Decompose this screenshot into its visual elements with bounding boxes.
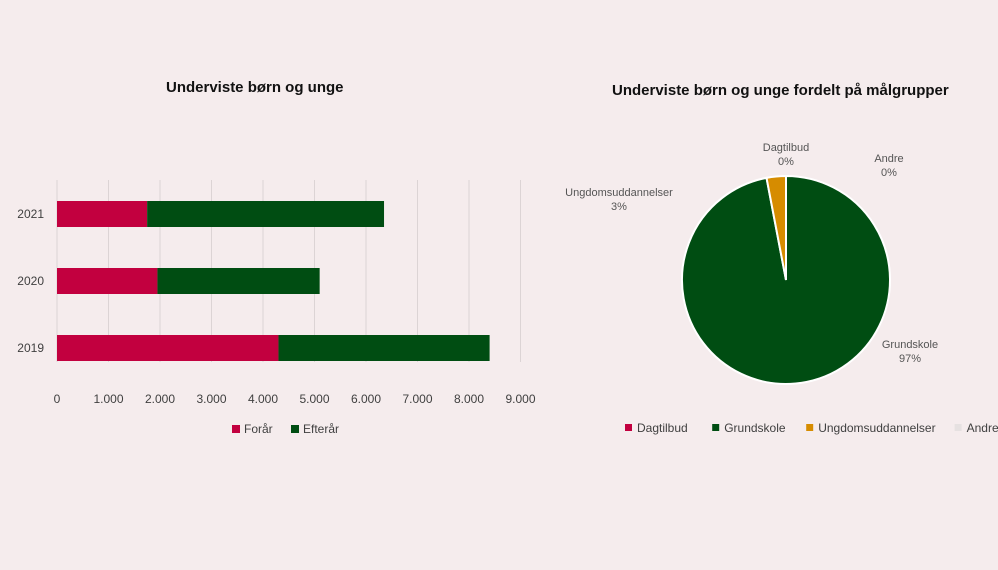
legend-swatch: [712, 424, 720, 431]
x-tick-label: 6.000: [351, 392, 381, 406]
legend-label: Ungdomsuddannelser: [818, 421, 935, 435]
x-tick-label: 0: [54, 392, 61, 406]
y-tick-label: 2021: [17, 207, 44, 221]
bar-segment-forår: [57, 335, 279, 361]
bar-segment-forår: [57, 201, 148, 227]
bar-segment-forår: [57, 268, 158, 294]
pie-label-value: 0%: [778, 156, 794, 168]
x-tick-label: 2.000: [145, 392, 175, 406]
x-tick-label: 4.000: [248, 392, 278, 406]
pie-label-name: Grundskole: [882, 339, 938, 351]
x-tick-label: 1.000: [93, 392, 123, 406]
legend-label: Grundskole: [724, 421, 786, 435]
pie-chart-title: Underviste børn og unge fordelt på målgr…: [612, 82, 949, 99]
legend-label: Forår: [244, 422, 273, 436]
legend-label: Efterår: [303, 422, 339, 436]
legend-swatch: [625, 424, 632, 431]
legend-swatch: [232, 425, 240, 433]
pie-label-name: Andre: [874, 153, 903, 165]
bar-segment-efterår: [147, 201, 385, 227]
pie-label-name: Ungdomsuddannelser: [565, 187, 673, 199]
pie-label-value: 97%: [899, 353, 921, 365]
pie-label-value: 3%: [611, 201, 627, 213]
pie-label-value: 0%: [881, 167, 897, 179]
x-tick-label: 9.000: [505, 392, 535, 406]
bar-segment-efterår: [157, 268, 320, 294]
x-tick-label: 7.000: [402, 392, 432, 406]
legend-swatch: [954, 424, 962, 431]
x-tick-label: 8.000: [454, 392, 484, 406]
x-tick-label: 3.000: [196, 392, 226, 406]
legend-swatch: [806, 424, 814, 431]
x-tick-label: 5.000: [299, 392, 329, 406]
legend-label: Dagtilbud: [637, 421, 688, 435]
legend-swatch: [291, 425, 299, 433]
y-tick-label: 2019: [17, 341, 44, 355]
legend-label: Andre: [967, 421, 998, 435]
bar-segment-efterår: [278, 335, 490, 361]
bar-chart-title: Underviste børn og unge: [166, 79, 344, 96]
pie-label-name: Dagtilbud: [763, 142, 809, 154]
y-tick-label: 2020: [17, 274, 44, 288]
pie-slice-ungdomsuddannelser: [765, 174, 787, 281]
